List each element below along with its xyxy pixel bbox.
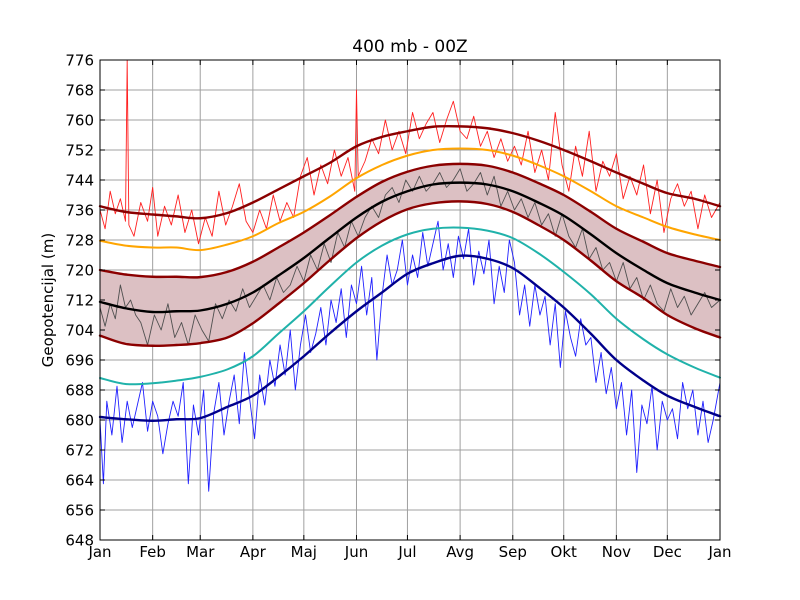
y-tick-label: 648 [65, 532, 94, 550]
y-tick-label: 744 [65, 172, 94, 190]
y-tick-label: 776 [65, 52, 94, 70]
series-line-upper-std [98, 162, 722, 279]
x-tick-label: Jan [707, 543, 731, 561]
x-tick-label: Okt [551, 543, 577, 561]
x-tick-label: Maj [291, 543, 317, 561]
x-tick-label: Sep [499, 543, 527, 561]
y-tick-label: 696 [65, 352, 94, 370]
y-tick-label: 688 [65, 382, 94, 400]
series-line-daily-min [99, 220, 721, 492]
series-lines [98, 59, 722, 492]
y-tick-label: 664 [65, 472, 94, 490]
x-tick-label: Mar [186, 543, 215, 561]
x-tick-label: Jul [397, 543, 416, 561]
x-tick-label: Feb [139, 543, 166, 561]
series-line-daily-mean [99, 168, 721, 346]
plot-area: 648 656 664 672 680 688 696 704 712 720 728 736 744 7… [65, 52, 731, 562]
y-tick-label: 672 [65, 442, 94, 460]
chart-title: 400 mb - 00Z [352, 37, 467, 57]
y-tick-label: 656 [65, 502, 94, 520]
y-tick-label: 680 [65, 412, 94, 430]
y-tick-label: 704 [65, 322, 94, 340]
series-line-mean [98, 181, 722, 314]
series-line-max-smooth [98, 124, 722, 220]
series-line-daily-max [99, 59, 721, 245]
y-tick-label: 768 [65, 82, 94, 100]
x-axis-ticks: Jan Feb Mar Apr Maj Jun Jul Avg Sep Okt Nov Dec Jan [87, 60, 732, 561]
y-tick-label: 720 [65, 262, 94, 280]
y-tick-label: 736 [65, 202, 94, 220]
x-tick-label: Avg [446, 543, 474, 561]
series-line-lower-std [98, 200, 722, 347]
std-band [100, 163, 720, 346]
series-line-p10-smooth [99, 226, 721, 386]
x-tick-label: Apr [240, 543, 267, 561]
y-axis-label: Geopotencijal (m) [39, 233, 57, 367]
y-tick-label: 760 [65, 112, 94, 130]
y-tick-label: 712 [65, 292, 94, 310]
std-band-fill [100, 163, 720, 346]
x-tick-label: Jan [87, 543, 111, 561]
y-tick-label: 728 [65, 232, 94, 250]
x-tick-label: Jun [344, 543, 368, 561]
y-axis-ticks: 648 656 664 672 680 688 696 704 712 720 728 736 744 7… [65, 52, 720, 550]
series-line-p90-smooth [99, 147, 721, 252]
x-tick-label: Nov [602, 543, 631, 561]
x-tick-label: Dec [653, 543, 682, 561]
series-line-min-smooth [98, 254, 722, 422]
y-tick-label: 752 [65, 142, 94, 160]
